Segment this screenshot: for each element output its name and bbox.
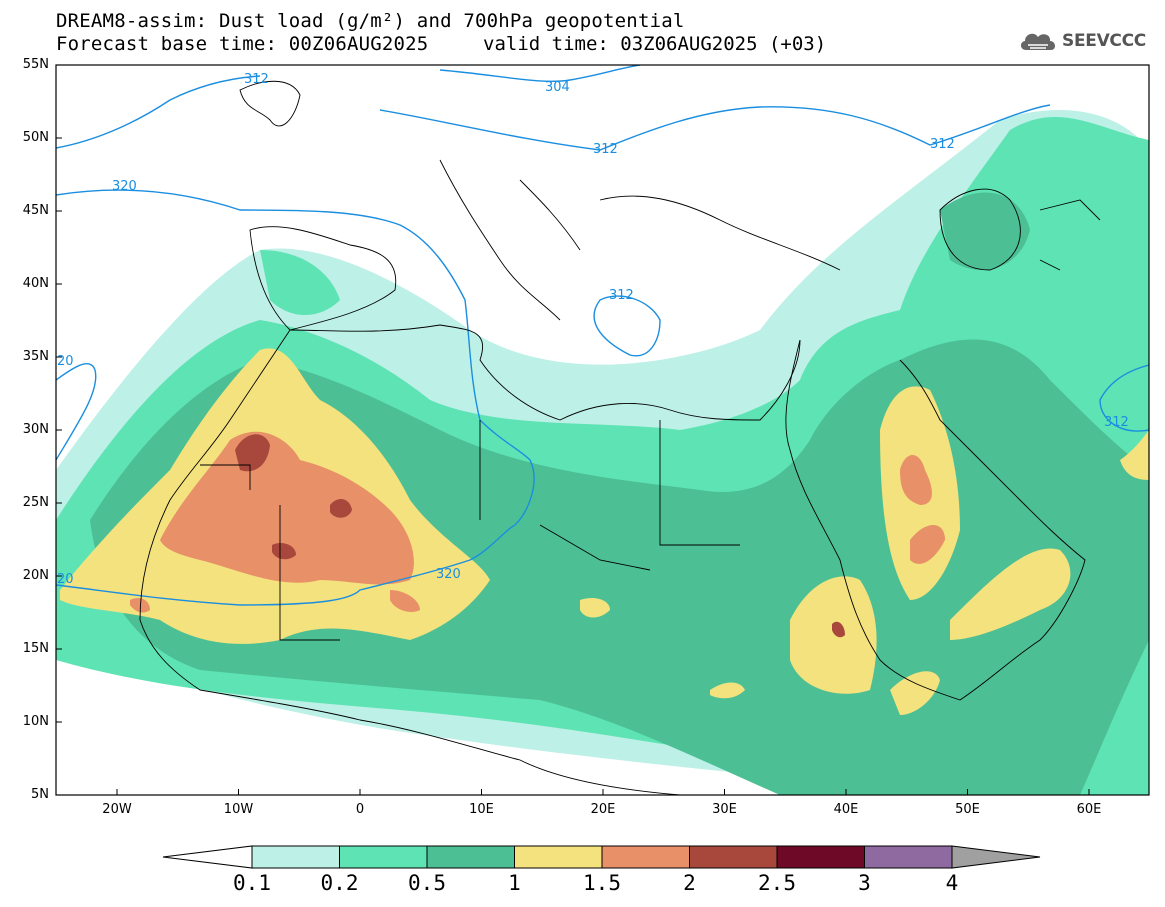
colorbar-end-low bbox=[162, 845, 253, 869]
lat-label: 5N bbox=[31, 787, 49, 802]
lat-label: 40N bbox=[22, 276, 49, 291]
contour-line bbox=[56, 75, 261, 149]
lat-label: 50N bbox=[22, 130, 49, 145]
lat-label: 20N bbox=[22, 568, 49, 583]
colorbar-level-label: 0.1 bbox=[233, 871, 271, 895]
lon-label: 40E bbox=[833, 802, 859, 817]
colorbar-cell bbox=[864, 845, 953, 869]
colorbar-end-high bbox=[951, 845, 1041, 869]
colorbar-cell bbox=[514, 845, 603, 869]
colorbar-cell bbox=[601, 845, 690, 869]
contour-label: 320 bbox=[112, 179, 137, 194]
colorbar-cell bbox=[776, 845, 865, 869]
lon-label: 60E bbox=[1076, 802, 1102, 817]
contour-line bbox=[56, 189, 535, 526]
geopotential-contours bbox=[56, 65, 1149, 606]
lat-label: 15N bbox=[22, 641, 49, 656]
seevccc-logo: SEEVCCC bbox=[1018, 26, 1146, 56]
contour-label: 320 bbox=[436, 567, 461, 582]
dust-level-1.5 bbox=[130, 431, 945, 613]
lat-label: 45N bbox=[22, 203, 49, 218]
colorbar-cell bbox=[689, 845, 778, 869]
contour-line bbox=[439, 65, 641, 83]
colorbar-level-label: 0.2 bbox=[320, 871, 359, 895]
colorbar-cell bbox=[339, 845, 428, 869]
colorbar-level-label: 2 bbox=[683, 871, 696, 895]
lat-label: 10N bbox=[22, 714, 49, 729]
contour-label: 20 bbox=[57, 354, 74, 369]
contour-label: 312 bbox=[609, 288, 634, 303]
lon-label: 20E bbox=[590, 802, 616, 817]
contour-label: 312 bbox=[930, 137, 955, 152]
colorbar-cell bbox=[426, 845, 515, 869]
colorbar-level-label: 1.5 bbox=[583, 871, 621, 895]
coastlines bbox=[139, 80, 1101, 795]
colorbar-level-label: 1 bbox=[508, 871, 521, 895]
cloud-icon bbox=[1020, 33, 1056, 50]
lon-label: 50E bbox=[955, 802, 980, 817]
colorbar-level-label: 4 bbox=[945, 871, 959, 895]
contour-label: 312 bbox=[593, 142, 618, 157]
colorbar-level-label: 2.5 bbox=[758, 871, 796, 895]
logo-text: SEEVCCC bbox=[1062, 31, 1146, 51]
contour-label: 304 bbox=[545, 80, 570, 95]
contour-line bbox=[593, 295, 661, 357]
map-title: DREAM8-assim: Dust load (g/m²) and 700hP… bbox=[56, 10, 685, 32]
lat-label: 35N bbox=[22, 349, 49, 364]
lat-label: 25N bbox=[22, 495, 49, 510]
lon-label: 30E bbox=[712, 802, 737, 817]
colorbar-level-label: 3 bbox=[858, 871, 871, 895]
lon-label: 20W bbox=[102, 802, 132, 817]
lat-label: 55N bbox=[22, 57, 49, 72]
axis-ticks bbox=[56, 64, 1090, 796]
colorbar-level-label: 0.5 bbox=[408, 871, 446, 895]
lon-label: 0 bbox=[355, 802, 365, 817]
contour-label: 312 bbox=[1104, 415, 1129, 430]
contour-label: 20 bbox=[57, 572, 74, 587]
dust-level-2 bbox=[235, 434, 845, 638]
contour-label: 312 bbox=[244, 72, 269, 87]
lat-label: 30N bbox=[22, 422, 49, 437]
contour-line bbox=[56, 363, 97, 461]
forecast-base-time: Forecast base time: 00Z06AUG2025 bbox=[56, 33, 429, 55]
contour-line bbox=[56, 524, 516, 606]
contour-line bbox=[1099, 364, 1149, 432]
colorbar bbox=[162, 845, 1041, 869]
lon-label: 10W bbox=[223, 802, 254, 817]
contour-line bbox=[379, 104, 1051, 151]
colorbar-cell bbox=[251, 845, 340, 869]
lon-label: 10E bbox=[469, 802, 494, 817]
valid-time: valid time: 03Z06AUG2025 (+03) bbox=[483, 33, 827, 55]
